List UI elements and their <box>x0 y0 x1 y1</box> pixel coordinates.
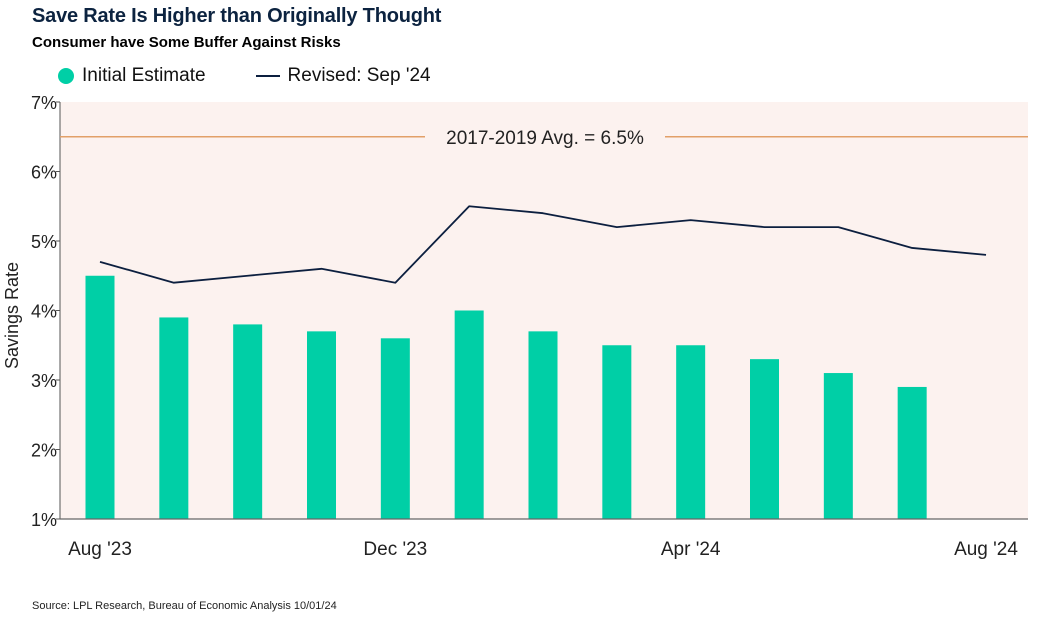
source-note: Source: LPL Research, Bureau of Economic… <box>32 600 337 612</box>
y-tick-label: 2% <box>31 441 57 461</box>
x-tick-label: Aug '23 <box>68 539 132 560</box>
legend-line-label: Revised: Sep '24 <box>287 65 431 86</box>
y-tick-label: 4% <box>31 302 57 322</box>
x-tick-label: Apr '24 <box>661 539 721 560</box>
chart-title: Save Rate Is Higher than Originally Thou… <box>32 5 442 27</box>
bar-initial-estimate <box>159 317 189 519</box>
x-tick-label: Aug '24 <box>954 539 1018 560</box>
legend-bar-label: Initial Estimate <box>82 65 206 86</box>
bar-initial-estimate <box>233 324 263 519</box>
chart-subtitle: Consumer have Some Buffer Against Risks <box>32 34 341 51</box>
y-tick-label: 5% <box>31 232 57 252</box>
y-tick-label: 1% <box>31 510 57 530</box>
bar-initial-estimate <box>85 275 115 519</box>
bar-initial-estimate <box>380 338 410 519</box>
y-tick-label: 6% <box>31 163 57 183</box>
bar-initial-estimate <box>602 345 632 519</box>
bar-initial-estimate <box>528 331 558 519</box>
bar-initial-estimate <box>823 373 853 519</box>
legend-line-swatch <box>255 75 280 77</box>
reference-line-label: 2017-2019 Avg. = 6.5% <box>446 128 644 149</box>
bar-initial-estimate <box>307 331 336 519</box>
legend-bar-swatch <box>58 68 74 84</box>
savings-rate-chart: 1% 2% 3% 4% 5% 6% 7% Savings Rate 2017-2019 Avg.… <box>2 93 1028 560</box>
bar-initial-estimate <box>897 386 927 519</box>
y-tick-label: 7% <box>31 93 57 113</box>
x-tick-label: Dec '23 <box>363 539 427 560</box>
bar-initial-estimate <box>676 345 706 519</box>
y-axis-title: Savings Rate <box>2 262 22 369</box>
y-tick-label: 3% <box>31 371 57 391</box>
chart-legend: Initial Estimate Revised: Sep '24 <box>58 65 431 87</box>
bar-initial-estimate <box>750 359 779 519</box>
bar-initial-estimate <box>454 310 484 519</box>
